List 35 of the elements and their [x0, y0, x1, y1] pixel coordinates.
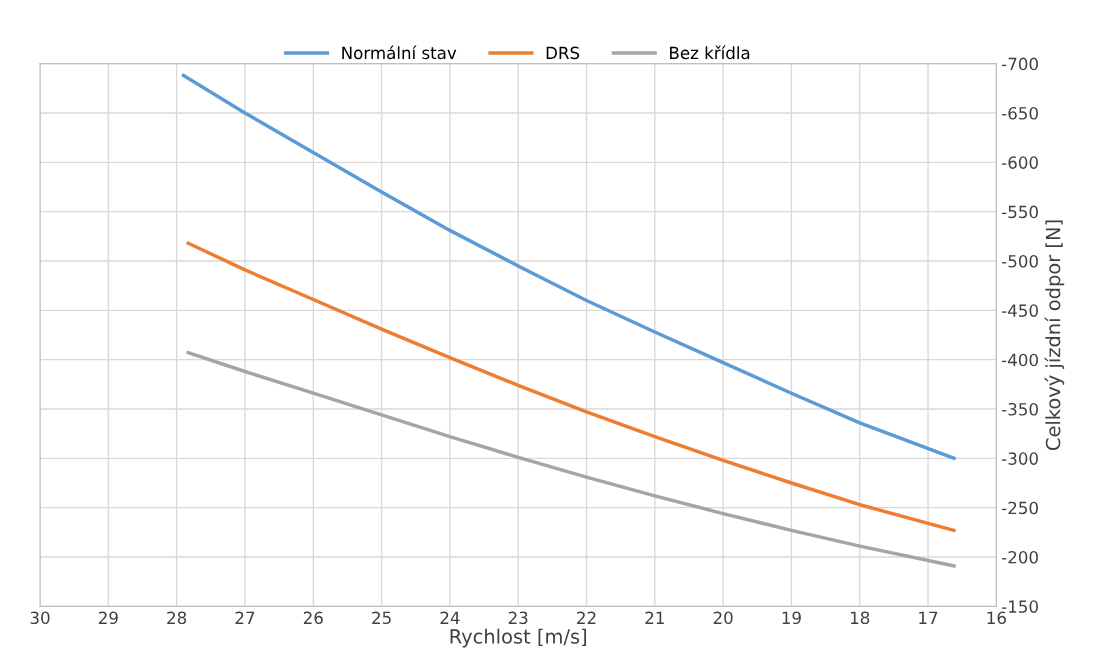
y-tick-label: -150: [1002, 600, 1038, 613]
y-axis-title: Celkový jízdní odpor [N]: [1044, 220, 1065, 451]
x-tick-label: 16: [987, 611, 1006, 625]
x-tick-label: 20: [713, 611, 733, 625]
legend-label: Bez křídla: [670, 45, 750, 60]
x-tick-label: 19: [782, 611, 801, 625]
x-tick-label: 25: [372, 611, 391, 625]
y-tick-label: -250: [1002, 501, 1038, 515]
x-tick-label: 23: [508, 611, 528, 625]
y-tick-label: -700: [1002, 57, 1038, 71]
y-tick-label: -550: [1002, 205, 1038, 219]
x-tick-label: 26: [303, 611, 323, 625]
x-tick-label: 29: [98, 611, 118, 625]
y-tick-label: -400: [1002, 353, 1038, 367]
y-tick-label: -300: [1002, 452, 1038, 465]
y-tick-label: -650: [1002, 106, 1038, 120]
line-series: [181, 73, 956, 461]
y-tick-label: -600: [1002, 156, 1038, 169]
y-tick-label: -350: [1002, 402, 1038, 416]
line-series: [186, 241, 956, 533]
x-tick-label: 18: [850, 611, 870, 625]
x-tick-label: 17: [919, 611, 938, 624]
legend-label: Normální stav: [342, 45, 457, 60]
x-tick-label: 21: [645, 611, 664, 624]
y-tick-label: -500: [1002, 254, 1038, 268]
line-series: [186, 351, 956, 568]
legend-label: DRS: [546, 46, 580, 60]
x-tick-label: 30: [30, 611, 50, 625]
x-axis-title: Rychlost [m/s]: [450, 628, 587, 648]
x-tick-label: 24: [440, 611, 460, 624]
x-tick-label: 28: [167, 611, 187, 625]
x-tick-label: 22: [577, 611, 596, 624]
y-tick-label: -200: [1002, 550, 1038, 564]
x-tick-label: 27: [235, 611, 255, 624]
y-tick-label: -450: [1002, 304, 1038, 317]
